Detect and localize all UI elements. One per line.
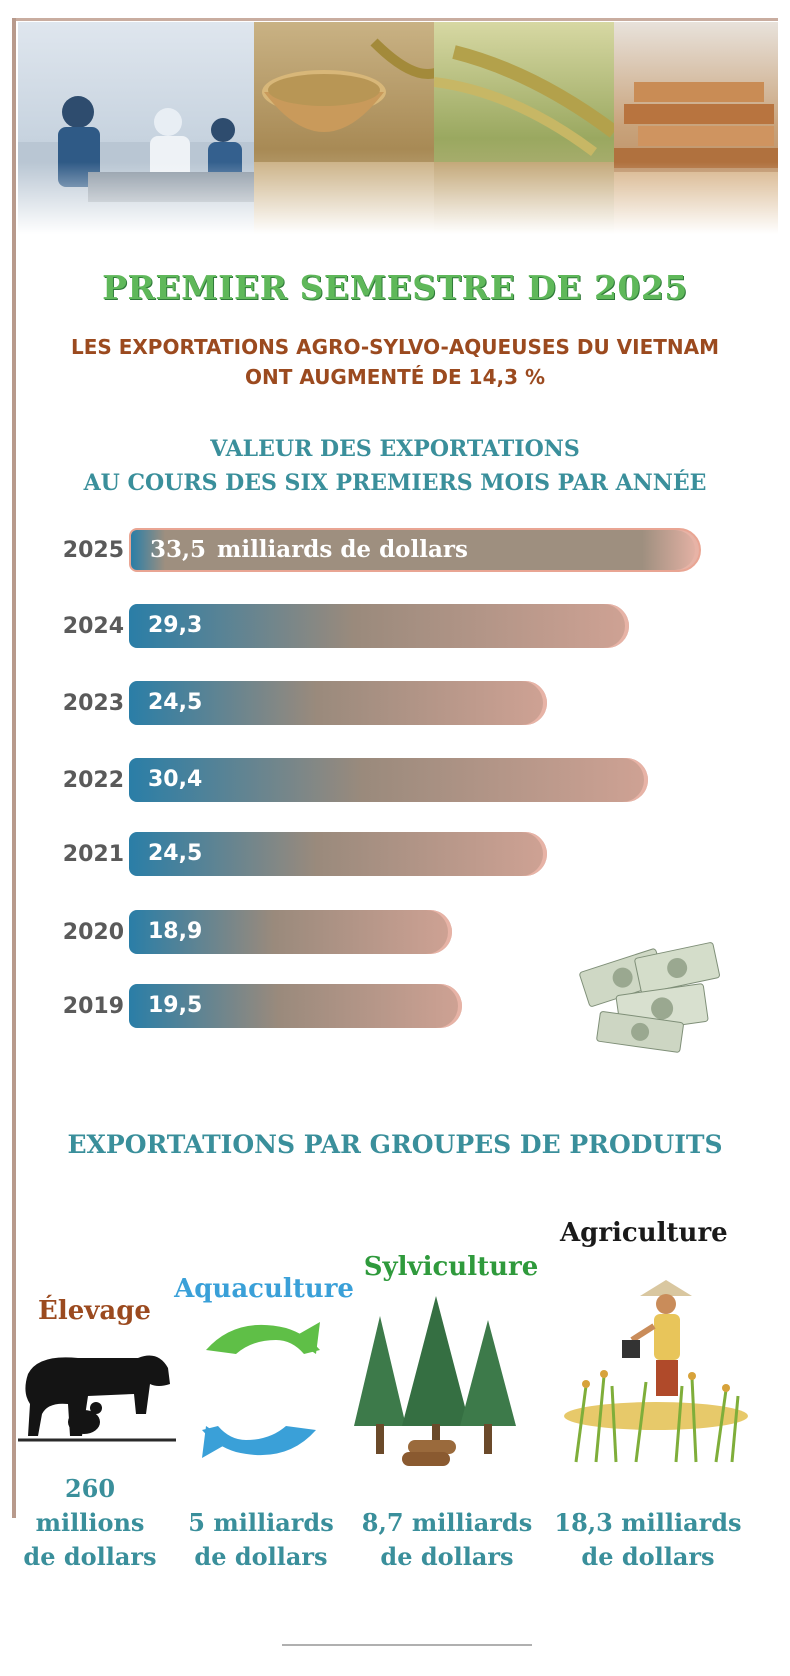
forest-icon [344,1296,522,1474]
value-line: de dollars [581,1542,715,1571]
group-value-forestry: 8,7 milliards de dollars [352,1506,542,1574]
farmer-icon [556,1266,748,1470]
year-label: 2021 [62,842,124,867]
bar-value-label: 19,5 [148,993,203,1018]
page-subtitle: LES EXPORTATIONS AGRO-SYLVO-AQUEUSES DU … [40,332,750,392]
bar-2022: 30,4 [129,758,648,802]
value-line: 18,3 milliards [554,1508,742,1537]
value-line: 5 milliards [188,1508,334,1537]
bar-chart: 2025 33,5 milliards de dollars 2024 29,3 2023… [62,528,701,1028]
groups-title: EXPORTATIONS PAR GROUPES DE PRODUITS [67,1130,723,1159]
group-value-aquaculture: 5 milliards de dollars [176,1506,346,1574]
bottom-divider [282,1644,532,1646]
year-label: 2019 [62,994,124,1019]
fish-icon [196,1310,326,1474]
bar-2020: 18,9 [129,910,452,954]
bar-value-label: 30,4 [148,767,203,792]
chart-title-line-1: VALEUR DES EXPORTATIONS [210,436,580,462]
bar-2019: 19,5 [129,984,462,1028]
bar-value-label: 18,9 [148,919,203,944]
year-label: 2022 [62,768,124,793]
banner-fade [18,162,778,234]
value-line: de dollars [23,1542,157,1571]
group-value-livestock: 260 millions de dollars [20,1472,160,1574]
header-banner [18,22,778,234]
year-label: 2024 [62,614,124,639]
subtitle-line-2: ONT AUGMENTÉ DE 14,3 % [244,365,545,389]
year-label: 2025 [62,538,124,563]
money-icon [578,938,728,1058]
value-line: millions [35,1508,145,1537]
group-value-agriculture: 18,3 milliards de dollars [548,1506,748,1574]
bar-unit-label: milliards de dollars [217,536,468,563]
year-label: 2020 [62,920,124,945]
year-label: 2023 [62,691,124,716]
bar-value-label: 33,5 [150,536,207,563]
bar-2023: 24,5 [129,681,547,725]
subtitle-line-1: LES EXPORTATIONS AGRO-SYLVO-AQUEUSES DU … [70,335,720,359]
chart-title: VALEUR DES EXPORTATIONS AU COURS DES SIX… [60,432,730,500]
group-name-agriculture: Agriculture [560,1218,728,1248]
value-line: 8,7 milliards [361,1508,533,1537]
bar-2024: 29,3 [129,604,629,648]
bar-value-label: 24,5 [148,690,203,715]
frame-top-border [12,18,778,21]
value-line: de dollars [194,1542,328,1571]
group-name-livestock: Élevage [38,1296,151,1326]
page-title: PREMIER SEMESTRE DE 2025 [102,268,688,307]
chart-title-line-2: AU COURS DES SIX PREMIERS MOIS PAR ANNÉE [83,470,707,496]
bar-value-label: 29,3 [148,613,203,638]
group-name-forestry: Sylviculture [363,1252,539,1282]
bar-2021: 24,5 [129,832,547,876]
livestock-icon [18,1344,176,1448]
bar-2025: 33,5 milliards de dollars [129,528,701,572]
value-line: de dollars [380,1542,514,1571]
group-name-aquaculture: Aquaculture [174,1274,354,1304]
frame-left-border [12,18,16,1518]
value-line: 260 [64,1474,116,1503]
bar-value-label: 24,5 [148,841,203,866]
